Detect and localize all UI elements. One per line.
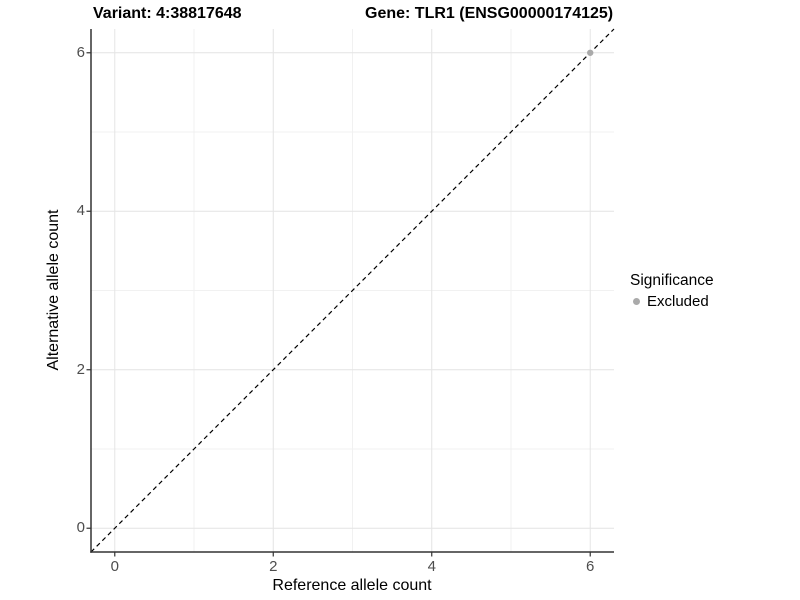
y-tick-label: 6	[76, 43, 85, 61]
x-tick-label: 2	[269, 558, 278, 575]
x-tick-label: 4	[427, 558, 436, 575]
plot-title-variant: Variant: 4:38817648	[93, 5, 242, 22]
legend: Significance Excluded	[630, 272, 714, 310]
legend-title: Significance	[630, 272, 714, 289]
y-tick-label: 4	[76, 202, 85, 220]
plot-title-gene: Gene: TLR1 (ENSG00000174125)	[365, 5, 614, 22]
x-axis-title: Reference allele count	[272, 577, 432, 594]
x-tick-label: 6	[586, 558, 595, 575]
legend-item: Excluded	[630, 293, 714, 310]
identity-line	[90, 28, 615, 553]
y-tick-label: 2	[76, 360, 85, 378]
legend-point-icon	[633, 298, 640, 305]
data-point	[587, 49, 594, 56]
x-tick-label: 0	[110, 558, 119, 575]
y-tick-label: 0	[76, 519, 85, 537]
legend-item-label: Excluded	[647, 293, 709, 310]
